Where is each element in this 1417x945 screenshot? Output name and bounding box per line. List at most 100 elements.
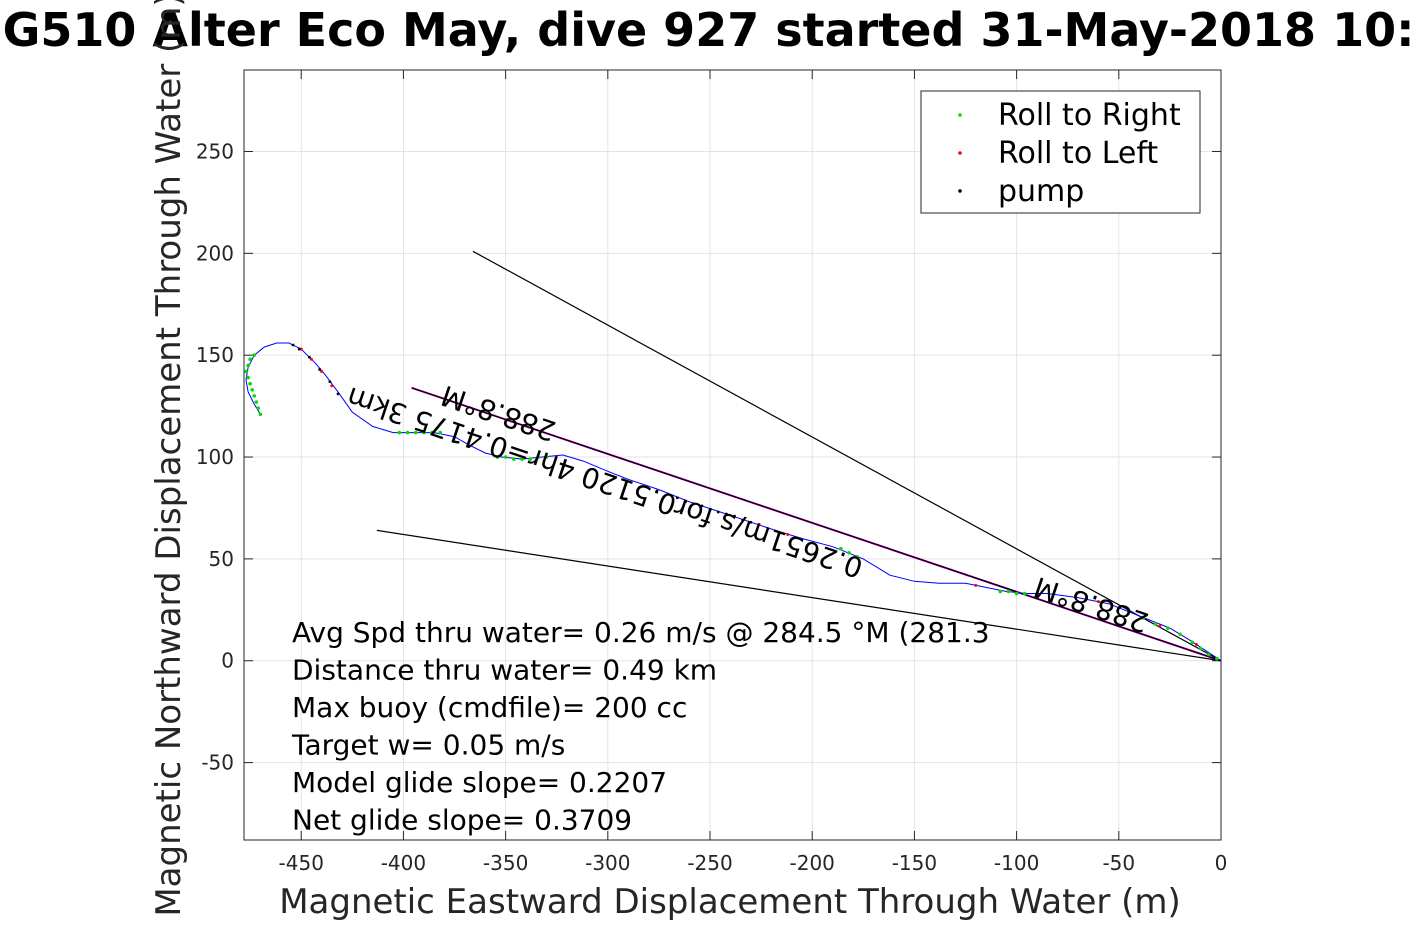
chart-title: SG510 Alter Eco May, dive 927 started 31… xyxy=(0,3,1417,57)
roll-left-point xyxy=(1194,642,1198,646)
roll-left-point xyxy=(786,532,790,536)
roll-right-point xyxy=(1022,591,1027,596)
roll-left-point xyxy=(330,384,334,388)
roll-left-point xyxy=(1158,624,1162,628)
pump-point xyxy=(692,502,696,506)
reference-line-heading xyxy=(411,387,1222,662)
roll-right-point xyxy=(1166,626,1170,630)
stats-line: Distance thru water= 0.49 km xyxy=(292,654,717,687)
y-axis-label: Magnetic Northward Displacement Through … xyxy=(149,0,189,917)
roll-right-point xyxy=(405,430,410,435)
glider-track xyxy=(245,342,1222,662)
roll-right-point xyxy=(422,430,426,435)
x-tick-label: -350 xyxy=(483,851,528,875)
x-tick-label: -150 xyxy=(892,851,937,875)
roll-left-point xyxy=(309,357,313,361)
stats-line: Net glide slope= 0.3709 xyxy=(292,804,632,837)
roll-right-point xyxy=(544,455,549,459)
roll-right-point xyxy=(254,400,259,404)
pump-point xyxy=(749,520,753,524)
y-tick-label: 100 xyxy=(196,445,234,469)
pump-point xyxy=(708,508,712,512)
x-tick-label: 0 xyxy=(1215,851,1228,875)
plot-frame xyxy=(243,69,1222,841)
x-tick-label: -250 xyxy=(687,851,732,875)
roll-right-point xyxy=(536,455,541,459)
roll-right-point xyxy=(250,388,254,392)
x-tick-label: -50 xyxy=(1102,851,1135,875)
stats-line: Target w= 0.05 m/s xyxy=(291,729,565,762)
roll-right-point xyxy=(1141,616,1146,620)
roll-right-point xyxy=(528,457,532,461)
y-tick-label: 50 xyxy=(209,547,234,571)
roll-right-point xyxy=(1190,640,1195,645)
pump-point xyxy=(675,496,679,500)
roll-left-point xyxy=(299,347,303,351)
roll-right-point xyxy=(495,455,500,459)
roll-right-point xyxy=(252,353,257,357)
roll-right-point xyxy=(246,375,250,380)
roll-right-point xyxy=(1153,622,1158,626)
roll-right-point xyxy=(252,394,257,398)
roll-right-point xyxy=(855,555,859,559)
roll-right-point xyxy=(438,430,443,435)
roll-right-point xyxy=(1206,652,1211,657)
roll-left-point xyxy=(320,369,324,373)
x-tick-label: -100 xyxy=(994,851,1039,875)
roll-right-point xyxy=(847,550,851,555)
roll-right-point xyxy=(244,369,248,374)
stats-line: Avg Spd thru water= 0.26 m/s @ 284.5 °M … xyxy=(292,616,990,649)
x-axis-label: Magnetic Eastward Displacement Through W… xyxy=(279,882,1181,922)
series-layer xyxy=(244,250,1222,662)
x-tick-label: -450 xyxy=(279,851,324,875)
roll-right-point xyxy=(256,406,261,410)
roll-right-point xyxy=(1006,589,1011,594)
roll-right-point xyxy=(511,457,516,461)
roll-right-point xyxy=(430,430,434,435)
legend-label: Roll to Left xyxy=(998,136,1158,171)
roll-right-point xyxy=(1198,646,1203,651)
roll-left-point xyxy=(757,522,761,526)
pump-point xyxy=(716,510,720,514)
roll-right-point xyxy=(1215,656,1219,661)
x-tick-label: -400 xyxy=(381,851,426,875)
stats-text: Avg Spd thru water= 0.26 m/s @ 284.5 °M … xyxy=(291,616,990,837)
roll-right-point xyxy=(413,430,418,435)
pump-point xyxy=(684,500,687,504)
roll-left-point xyxy=(974,583,978,587)
y-tick-label: 0 xyxy=(221,649,234,673)
x-tick-label: -200 xyxy=(790,851,835,875)
pump-point xyxy=(318,368,322,371)
y-tick-label: 150 xyxy=(196,343,234,367)
pump-point xyxy=(297,347,301,351)
x-tick-label: -300 xyxy=(585,851,630,875)
x-axis: -450 -400 -350 -300 -250 -200 -150 -100 -50 0 xyxy=(279,70,1228,875)
legend-label: Roll to Right xyxy=(998,98,1181,133)
roll-right-point xyxy=(248,381,252,386)
pump-point xyxy=(291,343,295,347)
y-tick-label: 250 xyxy=(196,139,234,163)
reference-line-upper xyxy=(472,250,1222,662)
roll-left-point xyxy=(1096,600,1100,604)
legend-label: pump xyxy=(998,174,1084,209)
roll-right-point xyxy=(258,412,263,417)
reference-line-lower xyxy=(376,529,1222,662)
roll-right-point xyxy=(246,363,250,368)
legend-marker xyxy=(958,151,962,155)
stats-line: Max buoy (cmdfile)= 200 cc xyxy=(292,691,687,724)
roll-right-point xyxy=(503,455,508,459)
pump-point xyxy=(308,355,311,359)
pump-point xyxy=(336,392,340,396)
roll-right-point xyxy=(397,430,402,435)
legend-marker xyxy=(958,189,962,193)
roll-right-point xyxy=(1014,591,1019,596)
roll-right-point xyxy=(998,589,1003,594)
legend-marker xyxy=(958,113,962,117)
y-axis: -50 0 50 100 150 200 250 xyxy=(196,139,1221,775)
roll-right-point xyxy=(839,546,843,551)
legend-box xyxy=(920,90,1201,214)
roll-right-point xyxy=(520,457,524,461)
roll-right-point xyxy=(1178,632,1182,637)
